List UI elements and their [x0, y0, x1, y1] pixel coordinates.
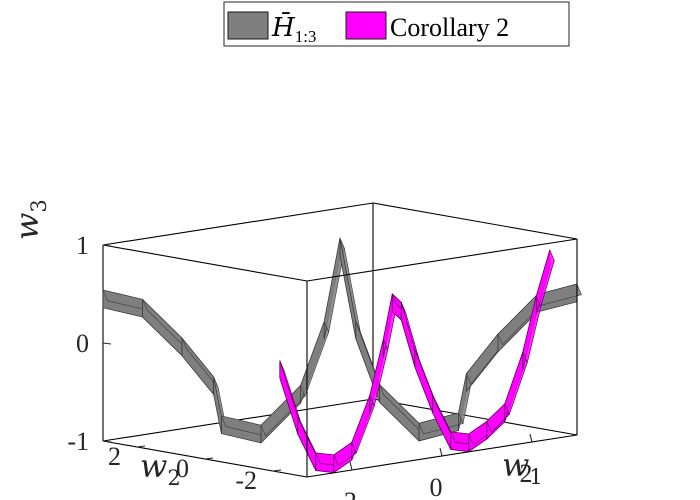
y-tick-label: 2: [108, 442, 121, 471]
legend-swatch-corollary: [345, 11, 387, 40]
y-tick: [204, 457, 214, 460]
box-edge: [372, 398, 578, 436]
series-0-face: [466, 333, 503, 385]
z-tick-label: 0: [76, 329, 89, 358]
z-tick-label: 1: [76, 231, 89, 260]
plot-box-front: [102, 238, 578, 478]
series-1-face: [535, 248, 555, 308]
series-1-segment: [400, 302, 416, 368]
box-edge: [102, 202, 374, 246]
legend-swatch-h13: [227, 11, 269, 40]
box-edge: [306, 238, 578, 282]
box-edge: [102, 244, 308, 282]
y-tick: [136, 445, 146, 448]
legend-box: [223, 1, 570, 47]
legend-label-corollary: Corollary 2: [390, 13, 509, 42]
y-tick-label: 0: [176, 454, 189, 483]
z-axis-label: w3: [8, 199, 51, 240]
x-tick: [529, 433, 533, 443]
y-tick: [272, 469, 282, 472]
z-tick-label: -1: [67, 427, 89, 456]
series-1-segment: [414, 349, 434, 414]
axes-layer: -1 0 1 -2 0 2 -2 0 2: [67, 231, 533, 500]
x-tick: [349, 461, 353, 471]
z-tick: [102, 440, 112, 443]
x-tick-label: 2: [520, 459, 533, 488]
y-axis-label: w2: [140, 447, 181, 490]
series-layer: [102, 237, 582, 474]
x-tick: [439, 447, 443, 457]
z-tick: [102, 342, 112, 345]
z-tick: [102, 244, 112, 247]
legend-label-h13: H̄1:3: [271, 11, 316, 46]
y-tick-label: -2: [235, 466, 257, 495]
legend: H̄1:3 Corollary 2: [223, 1, 570, 47]
x-axis-label: w1: [502, 446, 543, 489]
series-0-face: [339, 237, 361, 332]
x-tick-label: 0: [430, 473, 443, 500]
x-tick-label: -2: [335, 487, 357, 500]
box-edge: [372, 202, 578, 240]
series-0-segment: [339, 238, 357, 339]
